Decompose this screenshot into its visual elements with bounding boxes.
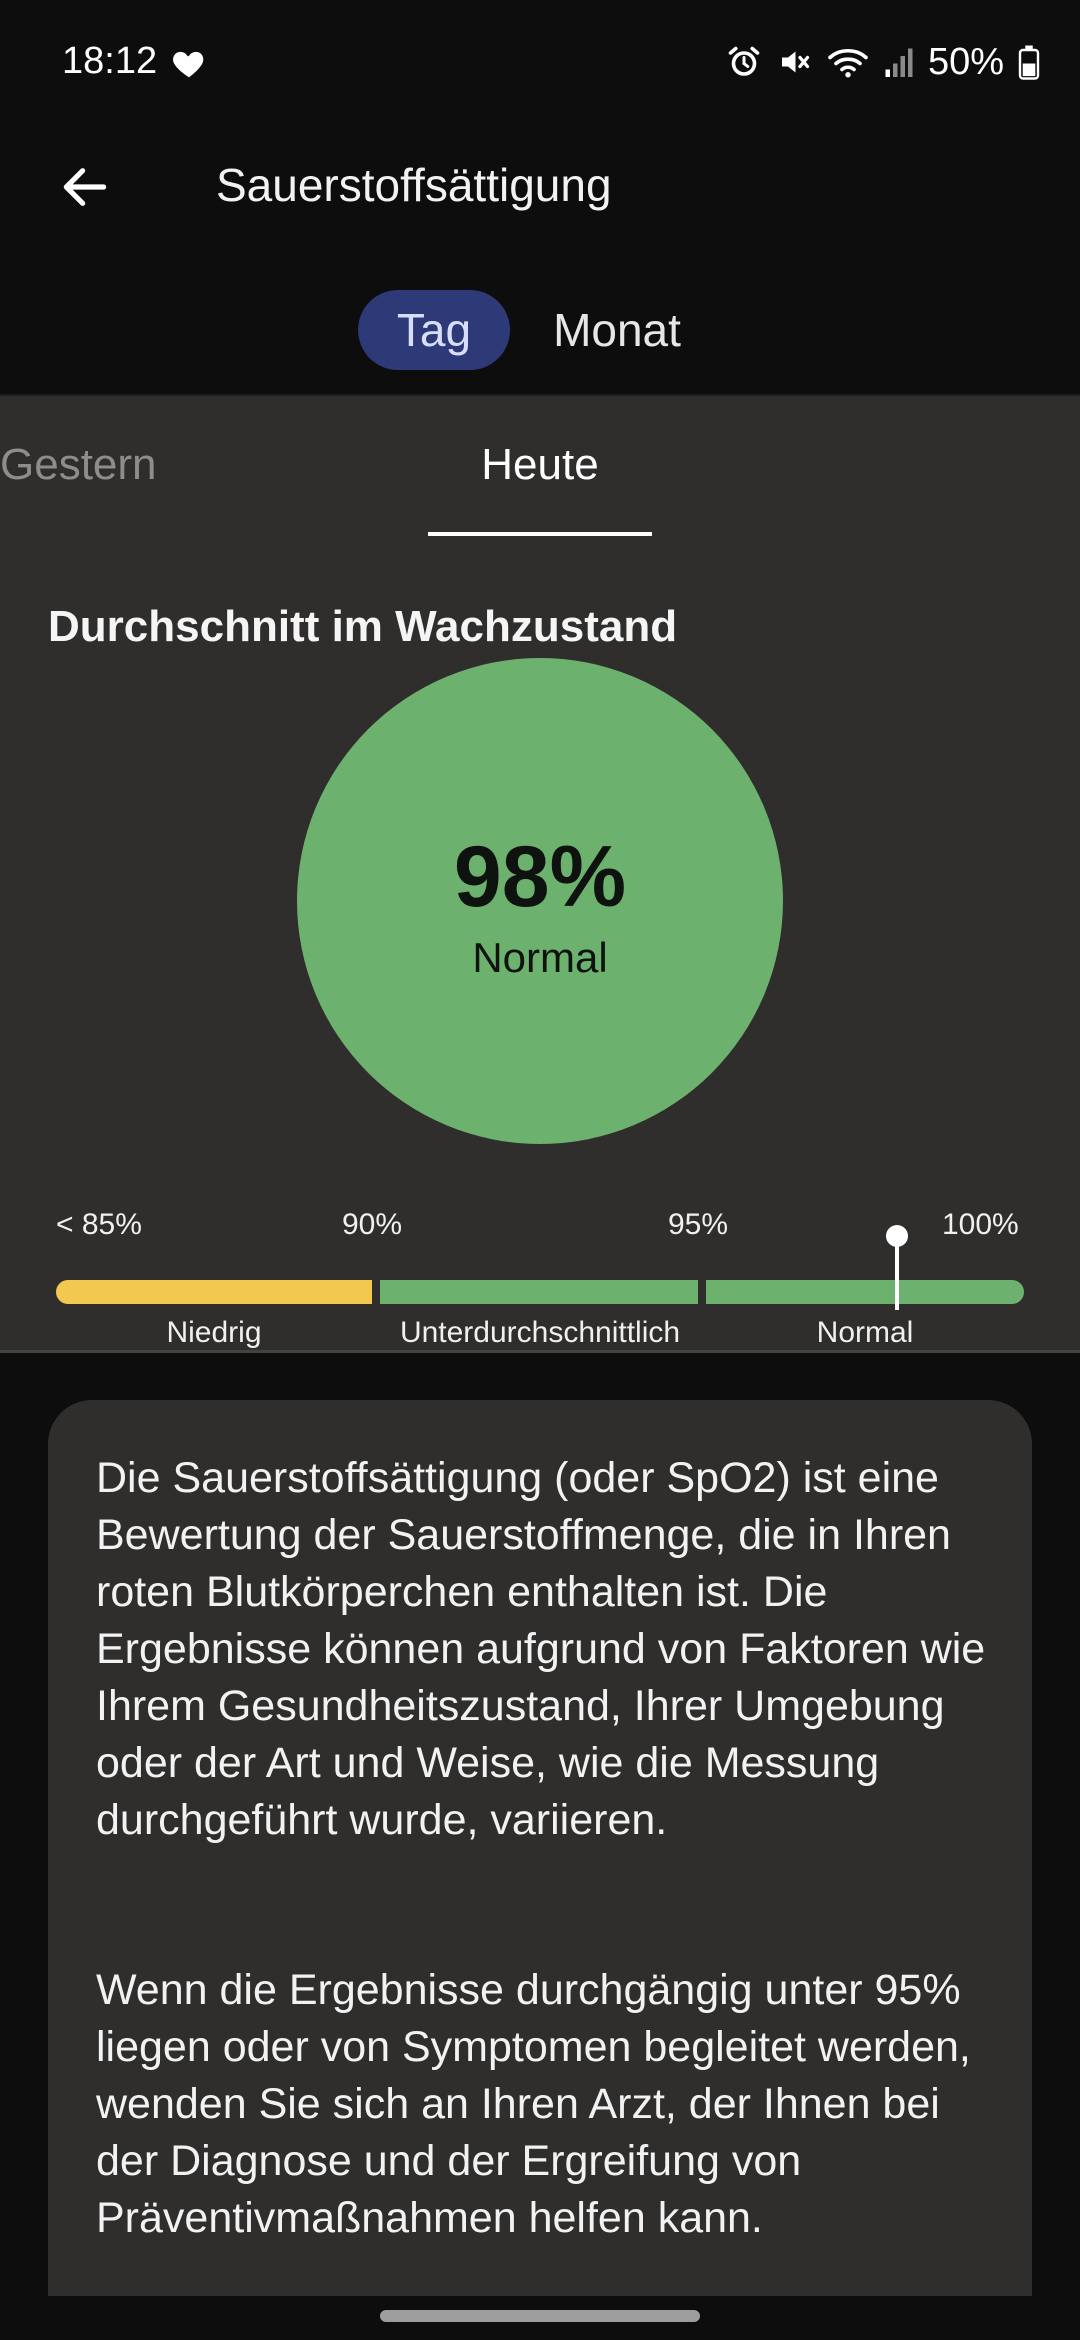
alarm-icon <box>728 46 760 76</box>
scale-tick-100: 100% <box>942 1208 1019 1241</box>
day-tabs: Gestern Heute <box>0 394 1080 542</box>
page-title: Sauerstoffsättigung <box>216 159 612 211</box>
info-paragraph-2: Wenn die Ergebnisse durchgängig unter 95… <box>96 1966 971 2242</box>
back-button[interactable] <box>40 152 130 222</box>
zone-label-low: Niedrig <box>166 1316 262 1349</box>
tab-today-label: Heute <box>481 440 599 489</box>
scale-marker <box>885 1225 908 1310</box>
mute-icon <box>781 51 810 73</box>
scale-tick-85: < 85% <box>56 1208 142 1241</box>
tab-selected-indicator <box>428 532 652 536</box>
navigation-gesture-area <box>0 2296 1080 2340</box>
zone-label-below-average: Unterdurchschnittlich <box>399 1316 681 1349</box>
tab-today[interactable]: Heute <box>428 396 652 538</box>
scale-segment-low <box>56 1280 372 1304</box>
period-day-button[interactable]: Tag <box>358 290 510 370</box>
app-bar: Sauerstoffsättigung <box>0 120 1080 250</box>
spo2-scale: < 85% 90% 95% 100% Niedrig Unterdurchsch… <box>0 1200 1080 1350</box>
wifi-icon <box>828 48 868 78</box>
period-toggle: Tag Monat <box>0 290 1080 372</box>
spo2-status: Normal <box>472 934 608 981</box>
status-time: 18:12 <box>62 40 158 82</box>
status-icons: 50% <box>726 38 1040 86</box>
gesture-handle[interactable] <box>380 2310 700 2322</box>
status-bar: 18:12 50% <box>0 0 1080 120</box>
tab-yesterday[interactable]: Gestern <box>0 440 157 489</box>
average-heading: Durchschnitt im Wachzustand <box>48 602 678 651</box>
signal-icon <box>885 48 913 77</box>
period-month-button[interactable]: Monat <box>553 304 681 356</box>
battery-percent: 50% <box>927 40 1004 83</box>
spo2-value: 98% <box>453 829 627 925</box>
scale-tick-95: 95% <box>668 1208 729 1241</box>
info-card: Die Sauerstoffsättigung (oder SpO2) ist … <box>48 1400 1032 2300</box>
heart-icon <box>173 51 204 78</box>
scale-tick-90: 90% <box>342 1208 403 1241</box>
value-circle: 98% Normal <box>297 658 783 1144</box>
scale-segment-normal <box>706 1280 1024 1304</box>
scale-segment-below-average <box>380 1280 698 1304</box>
average-card: Durchschnitt im Wachzustand 98% Normal <… <box>0 540 1080 1353</box>
zone-label-normal: Normal <box>816 1316 914 1349</box>
battery-icon <box>1018 45 1040 80</box>
arrow-left-icon <box>63 168 107 206</box>
info-paragraph-1: Die Sauerstoffsättigung (oder SpO2) ist … <box>96 1454 986 1844</box>
